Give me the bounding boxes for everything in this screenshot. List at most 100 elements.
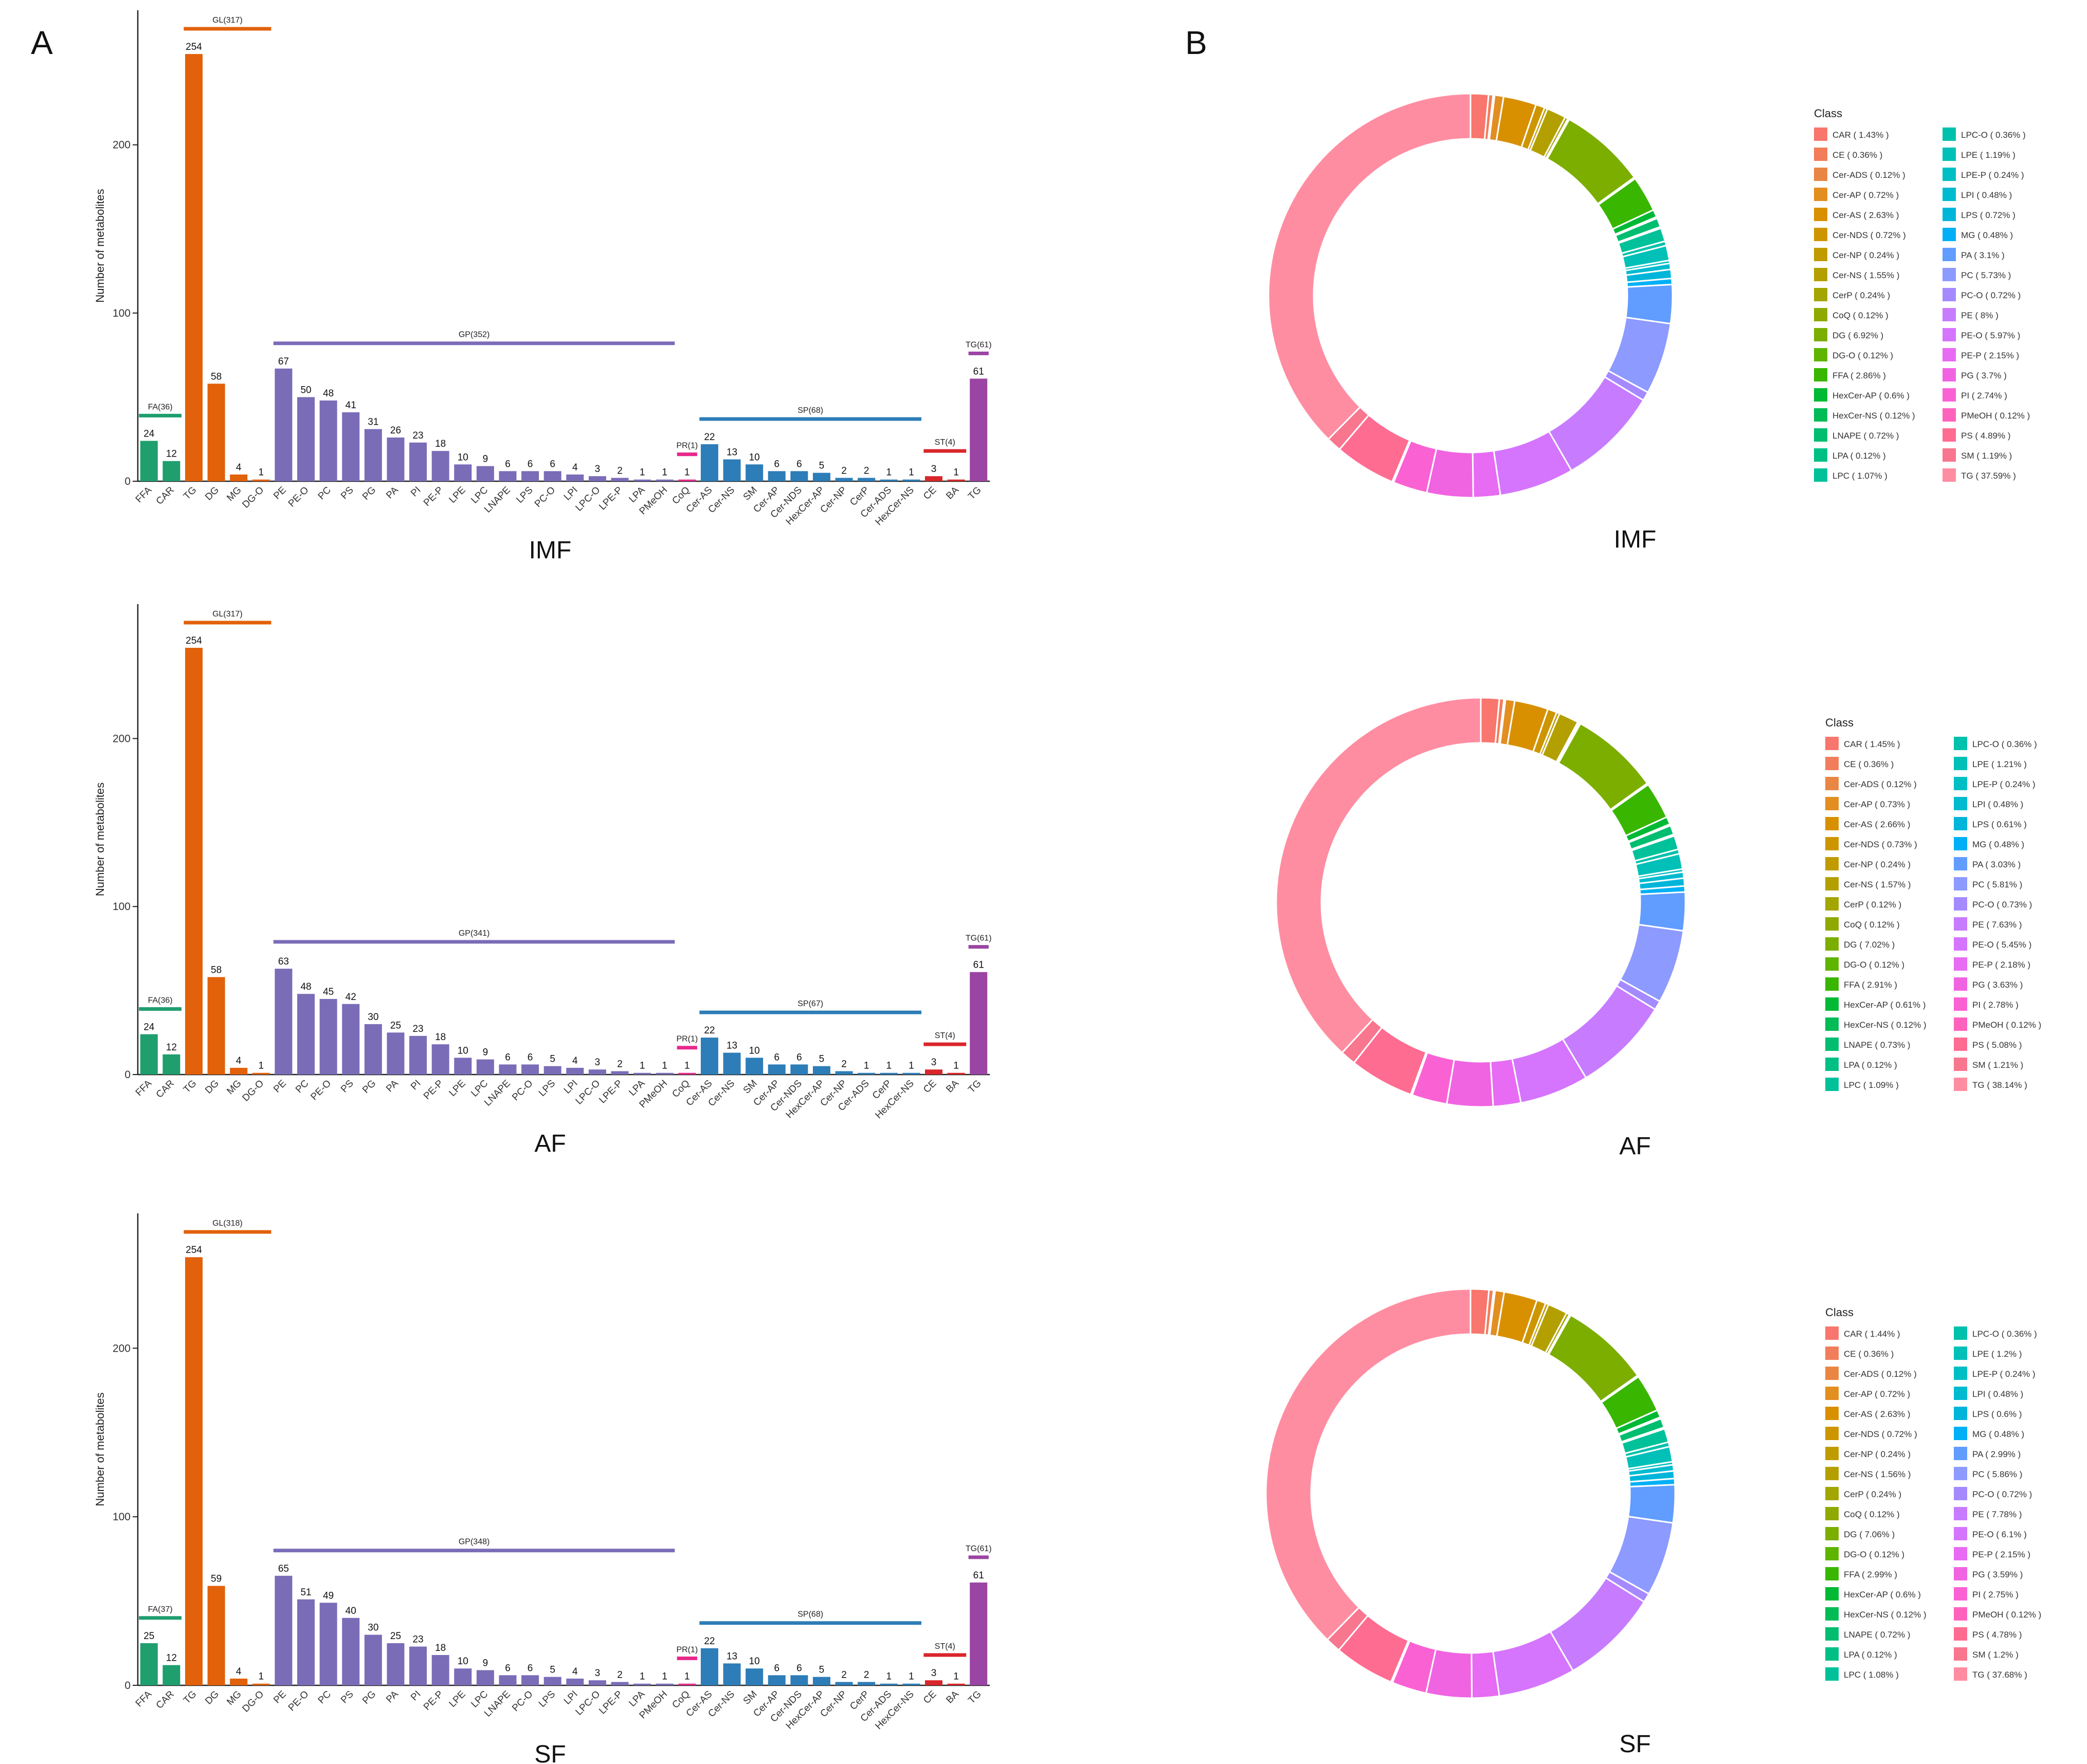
legend-swatch [1814, 168, 1827, 181]
bar-value-label: 40 [346, 1606, 356, 1616]
x-tick-label: PG [360, 1078, 378, 1096]
bar-value-label: 1 [886, 1671, 892, 1682]
group-label-gl: GL(317) [212, 610, 243, 619]
bar-pc-o [521, 1675, 539, 1685]
legend-label: LPC ( 1.09% ) [1844, 1080, 1899, 1090]
legend-label: PE-O ( 5.45% ) [1972, 940, 2031, 950]
legend-swatch [1825, 1527, 1839, 1540]
x-tick-label: PC [316, 485, 334, 502]
legend-swatch [1825, 1017, 1839, 1031]
legend-label: TG ( 37.68% ) [1972, 1670, 2027, 1680]
x-tick-label: TG [966, 1078, 984, 1096]
legend-swatch [1825, 777, 1839, 790]
bar-pc [297, 994, 315, 1075]
bar-pe [275, 368, 293, 481]
legend-label: LPC-O ( 0.36% ) [1972, 739, 2037, 749]
legend-swatch [1954, 1607, 1967, 1621]
bar-lpe [454, 1058, 472, 1075]
bar-value-label: 2 [841, 1669, 847, 1680]
bar-pg [364, 1634, 382, 1685]
legend-label: Cer-ADS ( 0.12% ) [1844, 1369, 1917, 1379]
x-tick-label: CAR [154, 1689, 176, 1711]
bar-value-label: 10 [749, 1656, 760, 1667]
legend-swatch [1943, 468, 1956, 482]
legend-swatch [1825, 1078, 1839, 1091]
legend-swatch [1814, 228, 1827, 241]
x-tick-label: CE [921, 1078, 939, 1096]
legend-swatch [1954, 757, 1967, 770]
bar-value-label: 12 [166, 449, 177, 460]
legend-label: LPE ( 1.21% ) [1972, 759, 2027, 769]
legend-swatch [1943, 268, 1956, 281]
legend-swatch [1954, 1487, 1967, 1500]
legend-label: Cer-AP ( 0.73% ) [1844, 799, 1910, 809]
group-label-sp: SP(68) [797, 1610, 823, 1619]
bar-value-label: 25 [390, 1631, 401, 1642]
legend-swatch [1825, 1627, 1839, 1641]
legend-swatch [1943, 248, 1956, 261]
legend-label: LPS ( 0.61% ) [1972, 820, 2027, 829]
legend-swatch [1943, 308, 1956, 321]
legend-label: Cer-AS ( 2.63% ) [1844, 1409, 1910, 1419]
bar-value-label: 6 [528, 1663, 533, 1674]
bar-value-label: 4 [236, 1056, 242, 1066]
x-tick-label: DG [203, 485, 221, 503]
legend-label: PA ( 3.03% ) [1972, 860, 2021, 869]
legend-swatch [1954, 797, 1967, 810]
bar-value-label: 49 [323, 1590, 334, 1601]
bar-value-label: 10 [749, 1045, 760, 1056]
x-tick-label: TG [182, 1078, 199, 1096]
bar-lpe-p [611, 478, 629, 481]
x-tick-label: TG [966, 1689, 984, 1706]
legend-swatch [1825, 1667, 1839, 1681]
bar-value-label: 6 [505, 1663, 511, 1674]
bar-value-label: 1 [259, 1061, 264, 1071]
bar-coq [678, 479, 696, 481]
bar-value-label: 23 [412, 1634, 423, 1645]
legend-label: CerP ( 0.24% ) [1832, 290, 1890, 300]
legend-swatch [1943, 208, 1956, 221]
legend-label: Cer-NP ( 0.24% ) [1832, 250, 1899, 260]
bar-lpc-o [588, 476, 606, 481]
bar-pi [409, 1035, 427, 1075]
bar-cerp [858, 1682, 876, 1685]
bar-value-label: 23 [412, 430, 423, 441]
bar-pc-o [543, 471, 561, 481]
bar-value-label: 3 [931, 1057, 937, 1068]
y-tick-label: 200 [113, 1342, 131, 1354]
bar-value-label: 4 [236, 462, 242, 473]
legend-swatch [1825, 1607, 1839, 1621]
bar-value-label: 23 [412, 1024, 423, 1034]
legend-label: DG-O ( 0.12% ) [1844, 1550, 1904, 1559]
legend-swatch [1825, 1326, 1839, 1340]
group-label-gl: GL(318) [212, 1219, 243, 1228]
bar-value-label: 25 [143, 1631, 154, 1642]
bar-pi [409, 442, 427, 481]
bar-pe-o [297, 397, 315, 481]
bar-pe-p [431, 1654, 449, 1685]
bar-pe-o [319, 998, 337, 1075]
x-tick-label: LPE [447, 1689, 468, 1710]
legend-swatch [1954, 817, 1967, 830]
bar-value-label: 58 [211, 371, 222, 382]
group-label-st: ST(4) [935, 1642, 955, 1651]
bar-value-label: 3 [595, 1057, 601, 1068]
legend-label: Cer-AS ( 2.66% ) [1844, 820, 1910, 829]
y-axis-label: Number of metabolites [94, 189, 106, 302]
legend-label: CE ( 0.36% ) [1832, 150, 1882, 160]
x-tick-label: PE [271, 1689, 288, 1706]
legend-swatch [1825, 797, 1839, 810]
donut-slice-tg [1267, 93, 1472, 441]
bar-value-label: 18 [435, 439, 446, 449]
x-tick-label: PA [384, 1688, 401, 1705]
x-tick-label: LPI [562, 1689, 580, 1707]
legend-swatch [1954, 1367, 1967, 1380]
legend-swatch [1943, 288, 1956, 301]
x-tick-label: CE [921, 485, 939, 502]
bar-chart-title: SF [534, 1741, 566, 1764]
bar-value-label: 10 [458, 452, 468, 463]
bar-value-label: 26 [390, 425, 401, 436]
bar-value-label: 24 [143, 428, 155, 439]
bar-dg [207, 1586, 225, 1685]
x-tick-label: TG [966, 485, 984, 502]
